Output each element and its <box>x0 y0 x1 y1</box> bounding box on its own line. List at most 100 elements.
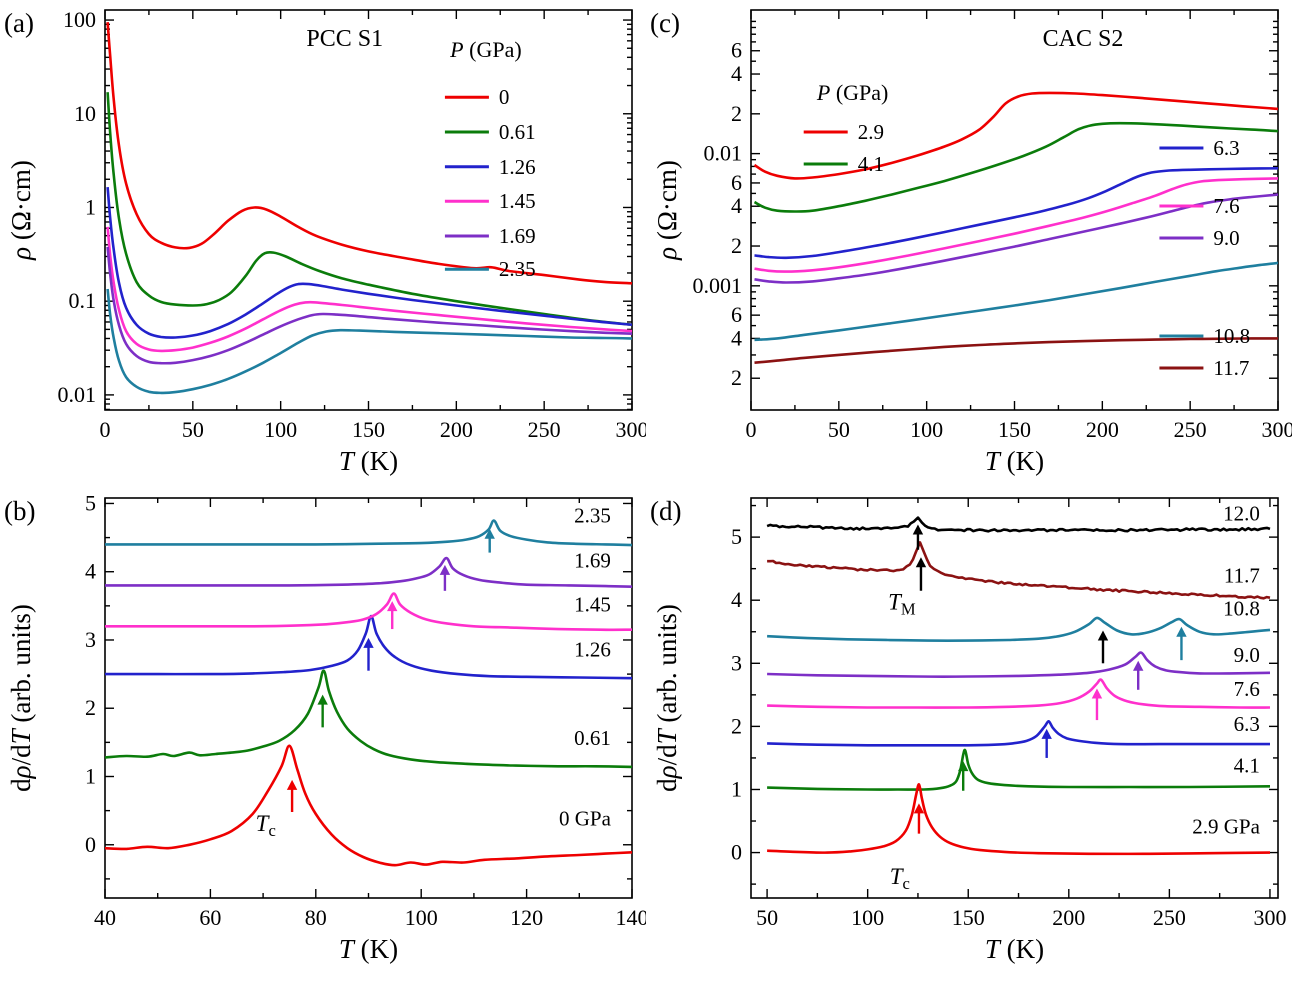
legend-label: 1.69 <box>499 224 536 248</box>
x-tick-label: 0 <box>100 417 111 442</box>
x-tick-label: 300 <box>1262 417 1292 442</box>
x-tick-label: 200 <box>440 417 473 442</box>
y-tick-label: 2 <box>85 695 96 720</box>
y-tick-label: 2 <box>731 713 742 738</box>
y-tick-label: 6 <box>731 302 742 327</box>
y-tick-label: 1 <box>731 776 742 801</box>
peak-arrow <box>916 557 926 590</box>
y-tick-label: 5 <box>731 524 742 549</box>
y-tick-label: 4 <box>731 61 742 86</box>
peak-arrow <box>1133 661 1143 690</box>
legend-label: 6.3 <box>1213 136 1239 160</box>
legend-label: 10.8 <box>1213 324 1250 348</box>
curve-label-1-69: 1.69 <box>574 549 611 573</box>
series-7-6-gpa <box>767 680 1270 708</box>
peak-arrow <box>287 780 297 812</box>
x-tick-label: 40 <box>94 905 116 930</box>
plot-frame <box>105 498 632 898</box>
x-tick-label: 250 <box>528 417 561 442</box>
x-axis-label: T (K) <box>985 446 1044 476</box>
x-tick-label: 150 <box>998 417 1031 442</box>
x-tick-label: 150 <box>352 417 385 442</box>
y-tick-label: 1 <box>85 194 96 219</box>
series-1-69-gpa <box>105 558 632 587</box>
series-11-7-gpa <box>767 542 1270 598</box>
peak-arrow <box>1041 729 1051 758</box>
curve-label-12-0: 12.0 <box>1223 502 1260 526</box>
x-axis-label: T (K) <box>339 446 398 476</box>
y-axis-label: dρ/dT (arb. units) <box>652 604 682 792</box>
x-tick-label: 300 <box>1253 905 1286 930</box>
series-7-6-gpa <box>755 178 1279 271</box>
legend-label: 9.0 <box>1213 226 1239 250</box>
x-tick-label: 200 <box>1086 417 1119 442</box>
series-12-0-gpa <box>767 518 1270 532</box>
plot-frame <box>751 10 1278 410</box>
legend-label: 2.35 <box>499 257 536 281</box>
panel-letter-c: (c) <box>650 8 680 38</box>
y-tick-label: 0.01 <box>704 141 743 166</box>
peak-arrow <box>317 695 327 728</box>
legend-label: 0.61 <box>499 120 536 144</box>
tm-annotation: TM <box>888 590 916 619</box>
series-6-3-gpa <box>767 721 1270 745</box>
x-tick-label: 50 <box>756 905 778 930</box>
legend-header: P (GPa) <box>449 37 522 62</box>
legend-label: 2.9 <box>858 120 884 144</box>
curve-label-0-61: 0.61 <box>574 726 611 750</box>
series-2-9-gpa <box>755 93 1279 179</box>
peak-arrow <box>914 803 924 833</box>
y-tick-label: 2 <box>731 365 742 390</box>
y-tick-label: 5 <box>85 490 96 515</box>
legend-label: 7.6 <box>1213 194 1239 218</box>
series-10-8-gpa <box>755 263 1279 340</box>
series-0-gpa <box>105 746 632 865</box>
panel-title: CAC S2 <box>1043 26 1124 52</box>
y-tick-label: 0.1 <box>69 288 97 313</box>
series-0-61-gpa <box>105 671 632 767</box>
series-10-8-gpa <box>767 618 1270 641</box>
y-tick-label: 4 <box>85 559 96 584</box>
y-axis-label: ρ (Ω·cm) <box>652 160 682 261</box>
curve-label-11-7: 11.7 <box>1224 564 1260 588</box>
x-tick-label: 140 <box>616 905 647 930</box>
y-tick-label: 3 <box>85 627 96 652</box>
tc-annotation: Tc <box>256 811 276 840</box>
series-1-45-gpa <box>108 227 632 351</box>
legend-header: P (GPa) <box>816 80 889 105</box>
x-tick-label: 150 <box>952 905 985 930</box>
x-axis-label: T (K) <box>985 934 1044 964</box>
legend-label: 1.45 <box>499 189 536 213</box>
x-tick-label: 50 <box>828 417 850 442</box>
series-11-7-gpa <box>755 338 1279 362</box>
peak-arrow <box>1176 627 1186 660</box>
x-tick-label: 100 <box>851 905 884 930</box>
y-tick-label: 0.01 <box>58 382 97 407</box>
series-0-61-gpa <box>108 92 632 325</box>
curve-label-2-35: 2.35 <box>574 504 611 528</box>
y-tick-label: 10 <box>74 101 96 126</box>
x-tick-label: 0 <box>746 417 757 442</box>
curve-label-1-45: 1.45 <box>574 592 611 616</box>
panel-letter-d: (d) <box>650 496 681 526</box>
y-tick-label: 6 <box>731 170 742 195</box>
x-tick-label: 50 <box>182 417 204 442</box>
x-tick-label: 120 <box>510 905 543 930</box>
y-tick-label: 4 <box>731 325 742 350</box>
curve-label-10-8: 10.8 <box>1223 596 1260 620</box>
curve-label-0-gpa: 0 GPa <box>559 807 612 831</box>
curve-label-4-1: 4.1 <box>1234 753 1260 777</box>
y-tick-label: 3 <box>731 650 742 675</box>
y-tick-label: 6 <box>731 38 742 63</box>
y-tick-label: 1 <box>85 763 96 788</box>
panel-title: PCC S1 <box>306 26 383 52</box>
x-axis-label: T (K) <box>339 934 398 964</box>
legend-label: 11.7 <box>1213 356 1249 380</box>
